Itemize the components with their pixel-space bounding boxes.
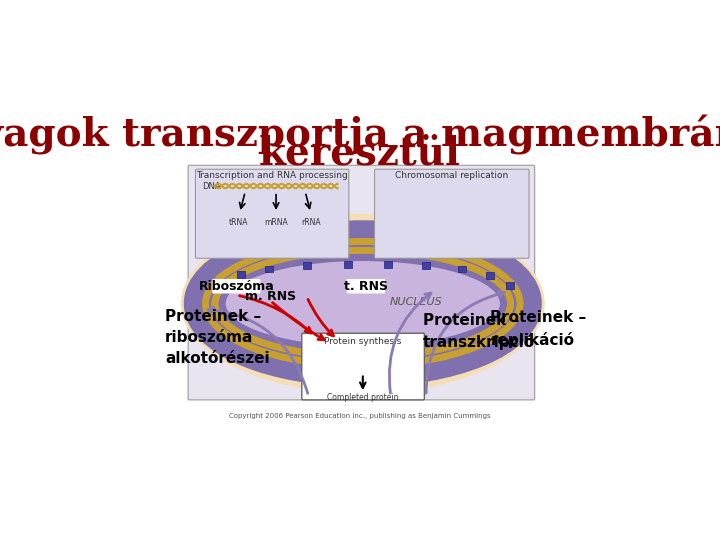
- Ellipse shape: [181, 214, 545, 393]
- Text: Proteinek –
riboszóma
alkotórészei: Proteinek – riboszóma alkotórészei: [165, 309, 270, 366]
- Bar: [303, 262, 311, 269]
- Text: Anyagok transzportja a magmembránon: Anyagok transzportja a magmembránon: [0, 114, 720, 154]
- Text: NUCLEUS: NUCLEUS: [390, 298, 442, 307]
- Bar: [384, 261, 392, 268]
- Text: Proteinek –
transzkripció: Proteinek – transzkripció: [423, 313, 535, 350]
- FancyBboxPatch shape: [374, 169, 529, 258]
- Text: Protein synthesis: Protein synthesis: [324, 337, 402, 346]
- Ellipse shape: [225, 261, 500, 346]
- Bar: [213, 282, 221, 289]
- Bar: [506, 282, 514, 289]
- Text: m. RNS: m. RNS: [245, 291, 296, 303]
- Bar: [266, 266, 274, 272]
- Text: Transcription and RNA processing: Transcription and RNA processing: [197, 172, 348, 180]
- FancyBboxPatch shape: [302, 333, 424, 400]
- Text: Proteinek –
replikáció: Proteinek – replikáció: [490, 310, 587, 348]
- Text: Copyright 2006 Pearson Education Inc., publishing as Benjamin Cummings: Copyright 2006 Pearson Education Inc., p…: [229, 413, 491, 418]
- Text: tRNA: tRNA: [229, 218, 248, 227]
- Text: rRNA: rRNA: [301, 218, 320, 227]
- Text: mRNA: mRNA: [264, 218, 288, 227]
- Text: Riboszóma: Riboszóma: [199, 280, 274, 293]
- FancyBboxPatch shape: [188, 165, 535, 400]
- FancyBboxPatch shape: [346, 279, 385, 294]
- FancyBboxPatch shape: [212, 279, 261, 294]
- Bar: [458, 266, 466, 272]
- Bar: [422, 262, 430, 269]
- Bar: [238, 271, 246, 278]
- FancyBboxPatch shape: [195, 169, 348, 258]
- Text: Completed protein: Completed protein: [327, 393, 399, 402]
- Bar: [486, 272, 494, 279]
- Text: DNA: DNA: [202, 181, 221, 191]
- Text: Chromosomal replication: Chromosomal replication: [395, 172, 508, 180]
- Text: t. RNS: t. RNS: [343, 280, 387, 293]
- Bar: [343, 261, 351, 268]
- Text: keresztül: keresztül: [259, 134, 461, 173]
